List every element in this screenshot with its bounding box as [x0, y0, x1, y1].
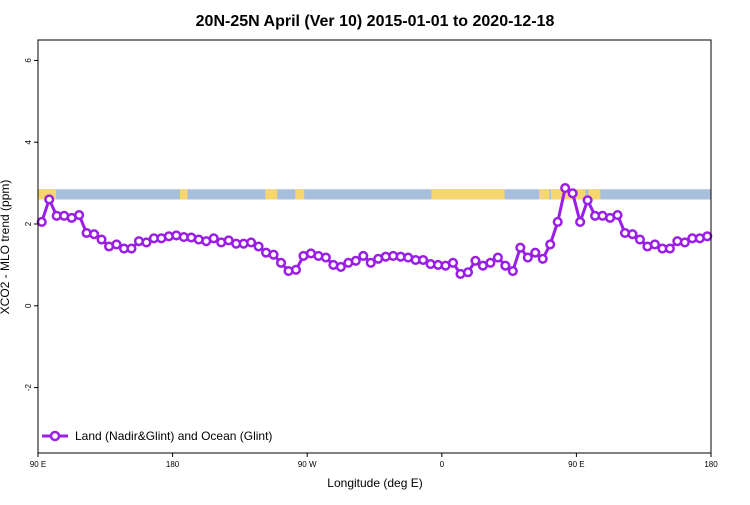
map-band-land — [539, 189, 550, 200]
data-point — [522, 252, 533, 263]
x-tick-label: 90 E — [30, 460, 46, 469]
data-point — [89, 229, 100, 240]
x-tick-label: 180 — [704, 460, 718, 469]
map-band-land — [588, 189, 601, 200]
x-axis: 90 E 180 90 W 0 90 E 180 — [30, 453, 718, 469]
legend-label: Land (Nadir&Glint) and Ocean (Glint) — [75, 429, 272, 443]
map-band-land — [265, 189, 278, 200]
data-point — [575, 216, 586, 228]
data-point — [447, 257, 459, 268]
data-point — [552, 216, 563, 228]
data-point — [268, 249, 279, 260]
map-band-land — [431, 189, 505, 200]
y-tick-label: 4 — [24, 139, 33, 144]
data-point — [612, 209, 623, 221]
data-point — [208, 233, 219, 244]
y-tick-label: 2 — [24, 221, 33, 226]
data-point — [350, 255, 361, 266]
data-point — [492, 252, 503, 263]
data-point — [470, 255, 481, 266]
data-point — [74, 209, 85, 221]
data-point — [649, 239, 660, 250]
data-point — [44, 194, 55, 205]
data-point — [567, 188, 578, 199]
legend: Land (Nadir&Glint) and Ocean (Glint) — [42, 429, 272, 443]
map-band-land — [38, 189, 56, 200]
data-point — [679, 237, 690, 248]
x-tick-label: 0 — [440, 460, 445, 469]
data-point — [290, 264, 302, 275]
y-axis-label: XCO2 - MLO trend (ppm) — [0, 180, 12, 315]
data-point — [320, 252, 331, 263]
map-band-ocean — [38, 189, 711, 200]
data-point — [627, 229, 638, 240]
data-point — [253, 241, 264, 252]
data-point — [246, 237, 257, 248]
data-point — [462, 267, 474, 278]
plot-frame — [37, 39, 712, 454]
y-tick-label: 6 — [24, 58, 33, 63]
x-tick-label: 90 W — [298, 460, 317, 469]
data-point — [545, 239, 556, 250]
y-tick-label: 0 — [24, 303, 33, 308]
data-point — [537, 253, 548, 264]
data-point — [36, 216, 47, 228]
data-point — [418, 254, 429, 266]
chart-title: 20N-25N April (Ver 10) 2015-01-01 to 202… — [196, 13, 555, 30]
x-tick-label: 90 E — [568, 460, 584, 469]
data-point — [530, 247, 541, 258]
data-point — [275, 257, 287, 268]
map-band-land — [180, 189, 188, 200]
data-point — [335, 261, 346, 272]
data-point — [365, 257, 376, 268]
data-point — [664, 243, 675, 254]
data-point — [485, 257, 496, 268]
map-band — [38, 189, 711, 200]
data-point — [96, 234, 107, 245]
data-point — [507, 265, 518, 277]
x-tick-label: 180 — [166, 460, 180, 469]
data-point — [634, 234, 646, 245]
y-tick-label: -2 — [24, 383, 33, 391]
x-axis-label: Longitude (deg E) — [327, 476, 422, 490]
y-axis: -2 0 2 4 6 — [24, 58, 38, 391]
data-point — [126, 243, 137, 254]
data-point — [141, 237, 152, 248]
data-point — [702, 231, 713, 242]
data-point — [515, 242, 526, 253]
data-point — [358, 250, 369, 261]
legend-marker-swatch — [49, 430, 61, 442]
series-layer — [36, 182, 713, 279]
map-band-land — [295, 189, 305, 200]
data-point — [560, 182, 571, 194]
data-point — [582, 195, 593, 206]
data-point — [111, 239, 122, 250]
data-point — [500, 260, 511, 271]
